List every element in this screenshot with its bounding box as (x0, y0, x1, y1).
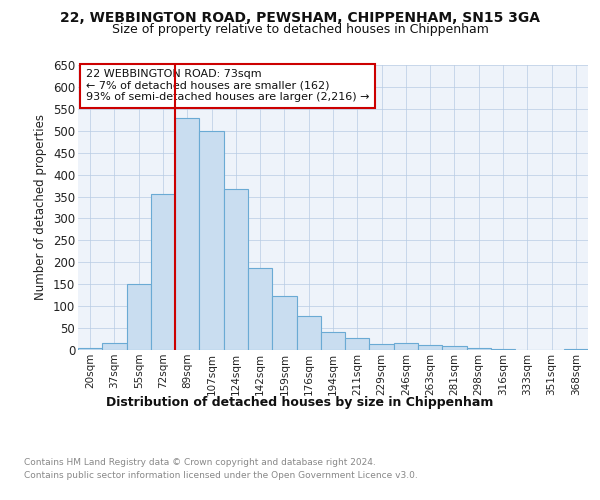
Bar (272, 296, 296, 350)
Bar (370, 344, 394, 350)
Bar (491, 349, 515, 350)
Bar (224, 188, 248, 350)
Y-axis label: Number of detached properties: Number of detached properties (34, 114, 47, 300)
Text: Size of property relative to detached houses in Chippenham: Size of property relative to detached ho… (112, 24, 488, 36)
Bar (321, 332, 345, 350)
Bar (467, 348, 491, 350)
Bar (199, 131, 224, 350)
Text: Contains public sector information licensed under the Open Government Licence v3: Contains public sector information licen… (24, 472, 418, 480)
Bar (394, 344, 418, 350)
Text: Contains HM Land Registry data © Crown copyright and database right 2024.: Contains HM Land Registry data © Crown c… (24, 458, 376, 467)
Bar (248, 268, 272, 350)
Bar (345, 338, 370, 350)
Bar (564, 349, 588, 350)
Bar (175, 118, 199, 350)
Text: Distribution of detached houses by size in Chippenham: Distribution of detached houses by size … (106, 396, 494, 409)
Text: 22 WEBBINGTON ROAD: 73sqm
← 7% of detached houses are smaller (162)
93% of semi-: 22 WEBBINGTON ROAD: 73sqm ← 7% of detach… (86, 70, 369, 102)
Bar (296, 316, 321, 350)
Bar (442, 346, 467, 350)
Bar (127, 284, 151, 350)
Bar (78, 348, 102, 350)
Bar (418, 345, 442, 350)
Bar (102, 342, 127, 350)
Text: 22, WEBBINGTON ROAD, PEWSHAM, CHIPPENHAM, SN15 3GA: 22, WEBBINGTON ROAD, PEWSHAM, CHIPPENHAM… (60, 10, 540, 24)
Bar (151, 194, 175, 350)
